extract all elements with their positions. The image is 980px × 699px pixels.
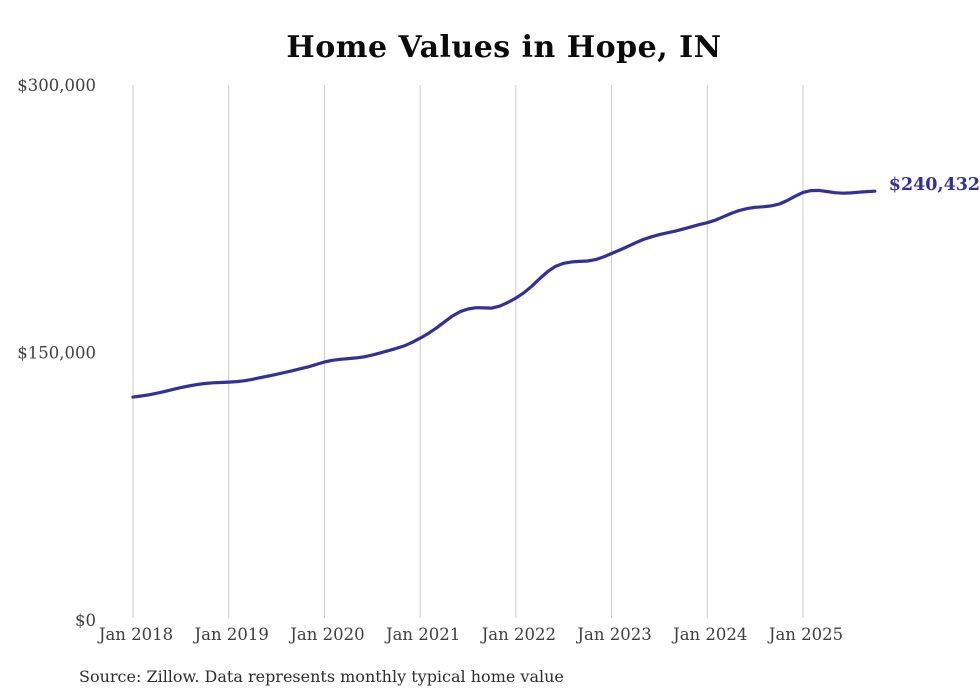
x-axis-tick-label: Jan 2023 [575, 625, 651, 644]
y-axis-tick-label: $300,000 [17, 76, 96, 95]
x-axis-tick-label: Jan 2021 [384, 625, 460, 644]
latest-value-label: $240,432 [889, 175, 980, 195]
y-axis-tick-label: $0 [75, 611, 96, 630]
source-note: Source: Zillow. Data represents monthly … [79, 667, 564, 686]
x-axis-tick-label: Jan 2018 [97, 625, 173, 644]
chart-title: Home Values in Hope, IN [286, 30, 722, 65]
home-value-line [131, 188, 877, 399]
x-axis-tick-label: Jan 2020 [288, 625, 364, 644]
y-axis-tick-label: $150,000 [17, 344, 96, 363]
x-axis-tick-label: Jan 2024 [671, 625, 747, 644]
x-axis-tick-label: Jan 2022 [480, 625, 556, 644]
x-axis-tick-label: Jan 2025 [767, 625, 843, 644]
x-axis-tick-label: Jan 2019 [193, 625, 269, 644]
